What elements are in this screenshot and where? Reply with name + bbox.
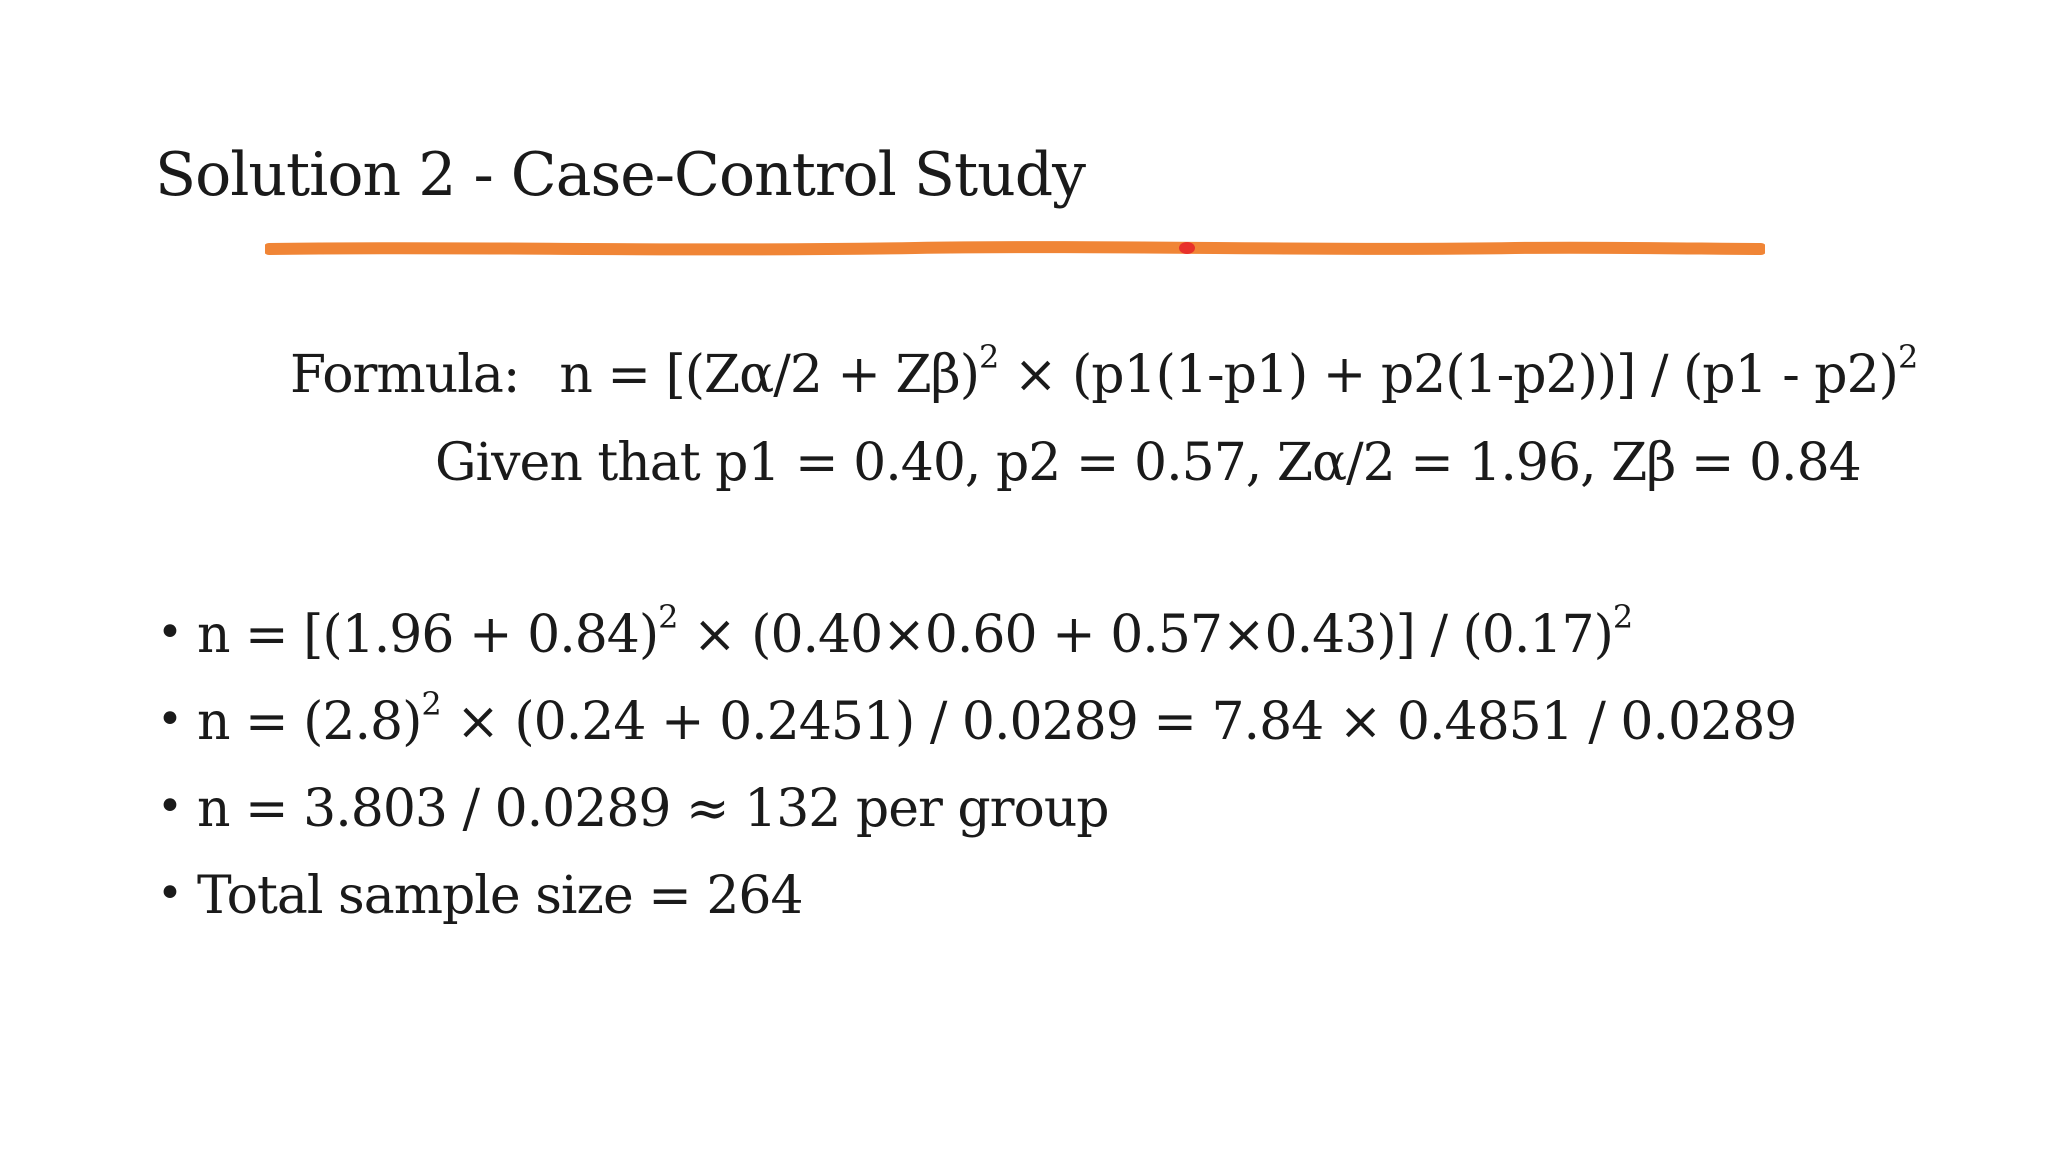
bullet-item: • n = (2.8)2 × (0.24 + 0.2451) / 0.0289 … [155, 684, 1797, 757]
formula-line: Formula: n = [(Zα/2 + Zβ)2 × (p1(1-p1) + … [290, 337, 1918, 410]
bullet-text-part2: × (0.40×0.60 + 0.57×0.43)] / (0.17) [677, 605, 1614, 665]
formula-expression-part1: n = [(Zα/2 + Zβ) [559, 345, 980, 405]
bullet-dot-icon: • [157, 607, 183, 658]
bullet-dot-icon: • [157, 868, 183, 919]
bullet-dot-icon: • [157, 781, 183, 832]
formula-expression-part2: × (p1(1-p1) + p2(1-p2))] / (p1 - p2) [998, 345, 1899, 405]
slide-title: Solution 2 - Case-Control Study [155, 140, 1086, 210]
bullet-exponent-1: 2 [658, 597, 678, 636]
formula-exponent-2: 2 [1897, 337, 1918, 376]
formula-label: Formula: [290, 345, 520, 405]
given-values-line: Given that p1 = 0.40, p2 = 0.57, Zα/2 = … [435, 433, 1862, 493]
bullet-text-part2: × (0.24 + 0.2451) / 0.0289 = 7.84 × 0.48… [440, 692, 1797, 752]
bullet-item: • n = 3.803 / 0.0289 ≈ 132 per group [155, 774, 1796, 844]
bullet-exponent-1: 2 [421, 684, 441, 723]
bullet-dot-icon: • [157, 694, 183, 745]
accent-stroke [265, 241, 1765, 256]
bullet-item: • n = [(1.96 + 0.84)2 × (0.40×0.60 + 0.5… [155, 600, 1796, 670]
bullet-text-part1: n = [(1.96 + 0.84) [197, 605, 659, 665]
bullet-text: Total sample size = 264 [197, 866, 804, 926]
bullet-text-part1: n = (2.8) [197, 692, 422, 752]
bullet-exponent-2: 2 [1612, 597, 1633, 636]
calculation-bullet-list: • n = [(1.96 + 0.84)2 × (0.40×0.60 + 0.5… [155, 600, 1797, 948]
bullet-item: • Total sample size = 264 [155, 861, 1796, 931]
formula-exponent-1: 2 [979, 337, 999, 376]
bullet-text: n = 3.803 / 0.0289 ≈ 132 per group [197, 779, 1110, 839]
title-accent-underline [265, 241, 1765, 256]
accent-dot [1179, 242, 1195, 254]
